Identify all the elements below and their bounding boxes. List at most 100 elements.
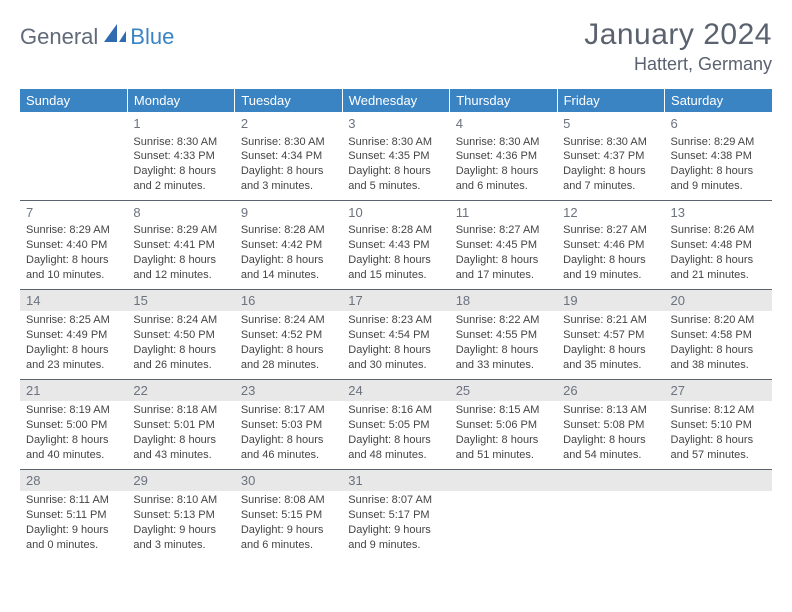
day-info: Sunrise: 8:26 AMSunset: 4:48 PMDaylight:… bbox=[671, 223, 766, 282]
day-info: Sunrise: 8:10 AMSunset: 5:13 PMDaylight:… bbox=[133, 493, 228, 552]
day-info: Sunrise: 8:21 AMSunset: 4:57 PMDaylight:… bbox=[563, 313, 658, 372]
daylight-text: Daylight: 8 hours and 15 minutes. bbox=[348, 253, 443, 283]
daylight-text: Daylight: 8 hours and 38 minutes. bbox=[671, 343, 766, 373]
daylight-text: Daylight: 8 hours and 30 minutes. bbox=[348, 343, 443, 373]
calendar-day-cell: 4 Sunrise: 8:30 AMSunset: 4:36 PMDaylight… bbox=[450, 112, 557, 200]
daylight-text: Daylight: 8 hours and 54 minutes. bbox=[563, 433, 658, 463]
calendar-day-cell: 14Sunrise: 8:25 AMSunset: 4:49 PMDayligh… bbox=[20, 289, 127, 379]
sunrise-text: Sunrise: 8:30 AM bbox=[563, 135, 658, 150]
day-number: 11 bbox=[456, 204, 551, 222]
sunrise-text: Sunrise: 8:08 AM bbox=[241, 493, 336, 508]
day-info: Sunrise: 8:30 AMSunset: 4:37 PMDaylight:… bbox=[563, 135, 658, 194]
day-number: 5 bbox=[563, 115, 658, 133]
day-info: Sunrise: 8:16 AMSunset: 5:05 PMDaylight:… bbox=[348, 403, 443, 462]
calendar-day-cell: 28Sunrise: 8:11 AMSunset: 5:11 PMDayligh… bbox=[20, 469, 127, 558]
calendar-table: SundayMondayTuesdayWednesdayThursdayFrid… bbox=[20, 89, 772, 559]
sunset-text: Sunset: 4:54 PM bbox=[348, 328, 443, 343]
day-info: Sunrise: 8:22 AMSunset: 4:55 PMDaylight:… bbox=[456, 313, 551, 372]
daylight-text: Daylight: 9 hours and 6 minutes. bbox=[241, 523, 336, 553]
daylight-text: Daylight: 8 hours and 35 minutes. bbox=[563, 343, 658, 373]
calendar-day-cell bbox=[557, 469, 664, 558]
day-header: Saturday bbox=[665, 89, 772, 112]
daylight-text: Daylight: 8 hours and 6 minutes. bbox=[456, 164, 551, 194]
calendar-day-cell: 2Sunrise: 8:30 AMSunset: 4:34 PMDaylight… bbox=[235, 112, 342, 200]
daylight-text: Daylight: 9 hours and 3 minutes. bbox=[133, 523, 228, 553]
sunset-text: Sunset: 5:11 PM bbox=[26, 508, 121, 523]
sunrise-text: Sunrise: 8:24 AM bbox=[241, 313, 336, 328]
calendar-day-cell: 5 Sunrise: 8:30 AMSunset: 4:37 PMDaylight… bbox=[557, 112, 664, 200]
calendar-day-cell: 3Sunrise: 8:30 AMSunset: 4:35 PMDaylight… bbox=[342, 112, 449, 200]
sunset-text: Sunset: 4:40 PM bbox=[26, 238, 121, 253]
calendar-day-cell: 13Sunrise: 8:26 AMSunset: 4:48 PMDayligh… bbox=[665, 200, 772, 289]
sunset-text: Sunset: 4:33 PM bbox=[133, 149, 228, 164]
day-number: 28 bbox=[20, 470, 127, 492]
day-number: 3 bbox=[348, 115, 443, 133]
sunset-text: Sunset: 5:13 PM bbox=[133, 508, 228, 523]
daylight-text: Daylight: 8 hours and 19 minutes. bbox=[563, 253, 658, 283]
daylight-text: Daylight: 8 hours and 40 minutes. bbox=[26, 433, 121, 463]
logo: General Blue bbox=[20, 18, 174, 50]
day-number: 21 bbox=[20, 380, 127, 402]
calendar-week-row: 7Sunrise: 8:29 AMSunset: 4:40 PMDaylight… bbox=[20, 200, 772, 289]
day-number-empty bbox=[557, 470, 664, 492]
day-info: Sunrise: 8:13 AMSunset: 5:08 PMDaylight:… bbox=[563, 403, 658, 462]
sunset-text: Sunset: 5:00 PM bbox=[26, 418, 121, 433]
sunset-text: Sunset: 5:15 PM bbox=[241, 508, 336, 523]
calendar-week-row: 14Sunrise: 8:25 AMSunset: 4:49 PMDayligh… bbox=[20, 289, 772, 379]
calendar-day-cell: 24Sunrise: 8:16 AMSunset: 5:05 PMDayligh… bbox=[342, 379, 449, 469]
day-number: 14 bbox=[20, 290, 127, 312]
day-info: Sunrise: 8:30 AMSunset: 4:33 PMDaylight:… bbox=[133, 135, 228, 194]
sunrise-text: Sunrise: 8:27 AM bbox=[456, 223, 551, 238]
sunrise-text: Sunrise: 8:22 AM bbox=[456, 313, 551, 328]
sunrise-text: Sunrise: 8:12 AM bbox=[671, 403, 766, 418]
day-number: 17 bbox=[342, 290, 449, 312]
sunset-text: Sunset: 4:36 PM bbox=[456, 149, 551, 164]
calendar-day-cell bbox=[450, 469, 557, 558]
day-number: 13 bbox=[671, 204, 766, 222]
logo-sail-icon bbox=[102, 22, 128, 49]
daylight-text: Daylight: 9 hours and 0 minutes. bbox=[26, 523, 121, 553]
sunset-text: Sunset: 4:45 PM bbox=[456, 238, 551, 253]
sunset-text: Sunset: 5:17 PM bbox=[348, 508, 443, 523]
sunrise-text: Sunrise: 8:23 AM bbox=[348, 313, 443, 328]
calendar-day-cell: 16Sunrise: 8:24 AMSunset: 4:52 PMDayligh… bbox=[235, 289, 342, 379]
day-info: Sunrise: 8:30 AMSunset: 4:36 PMDaylight:… bbox=[456, 135, 551, 194]
day-number: 8 bbox=[133, 204, 228, 222]
day-info: Sunrise: 8:24 AMSunset: 4:52 PMDaylight:… bbox=[241, 313, 336, 372]
daylight-text: Daylight: 8 hours and 12 minutes. bbox=[133, 253, 228, 283]
calendar-day-cell: 6Sunrise: 8:29 AMSunset: 4:38 PMDaylight… bbox=[665, 112, 772, 200]
day-number: 6 bbox=[671, 115, 766, 133]
sunset-text: Sunset: 4:58 PM bbox=[671, 328, 766, 343]
day-info: Sunrise: 8:17 AMSunset: 5:03 PMDaylight:… bbox=[241, 403, 336, 462]
sunrise-text: Sunrise: 8:26 AM bbox=[671, 223, 766, 238]
daylight-text: Daylight: 8 hours and 26 minutes. bbox=[133, 343, 228, 373]
location-label: Hattert, Germany bbox=[584, 54, 772, 75]
day-number: 4 bbox=[456, 115, 551, 133]
calendar-day-cell: 31Sunrise: 8:07 AMSunset: 5:17 PMDayligh… bbox=[342, 469, 449, 558]
calendar-day-cell: 20Sunrise: 8:20 AMSunset: 4:58 PMDayligh… bbox=[665, 289, 772, 379]
calendar-week-row: 1Sunrise: 8:30 AMSunset: 4:33 PMDaylight… bbox=[20, 112, 772, 200]
sunset-text: Sunset: 5:06 PM bbox=[456, 418, 551, 433]
calendar-day-cell: 17Sunrise: 8:23 AMSunset: 4:54 PMDayligh… bbox=[342, 289, 449, 379]
day-info: Sunrise: 8:28 AMSunset: 4:42 PMDaylight:… bbox=[241, 223, 336, 282]
sunset-text: Sunset: 4:52 PM bbox=[241, 328, 336, 343]
calendar-day-cell: 29Sunrise: 8:10 AMSunset: 5:13 PMDayligh… bbox=[127, 469, 234, 558]
day-number: 27 bbox=[665, 380, 772, 402]
day-info: Sunrise: 8:28 AMSunset: 4:43 PMDaylight:… bbox=[348, 223, 443, 282]
sunrise-text: Sunrise: 8:16 AM bbox=[348, 403, 443, 418]
day-info: Sunrise: 8:20 AMSunset: 4:58 PMDaylight:… bbox=[671, 313, 766, 372]
sunrise-text: Sunrise: 8:29 AM bbox=[26, 223, 121, 238]
day-number: 19 bbox=[557, 290, 664, 312]
daylight-text: Daylight: 8 hours and 9 minutes. bbox=[671, 164, 766, 194]
day-info: Sunrise: 8:27 AMSunset: 4:46 PMDaylight:… bbox=[563, 223, 658, 282]
calendar-day-cell: 26Sunrise: 8:13 AMSunset: 5:08 PMDayligh… bbox=[557, 379, 664, 469]
sunset-text: Sunset: 4:34 PM bbox=[241, 149, 336, 164]
day-number: 18 bbox=[450, 290, 557, 312]
sunrise-text: Sunrise: 8:28 AM bbox=[241, 223, 336, 238]
sunrise-text: Sunrise: 8:30 AM bbox=[456, 135, 551, 150]
day-header: Monday bbox=[127, 89, 234, 112]
sunset-text: Sunset: 4:50 PM bbox=[133, 328, 228, 343]
sunrise-text: Sunrise: 8:20 AM bbox=[671, 313, 766, 328]
sunrise-text: Sunrise: 8:27 AM bbox=[563, 223, 658, 238]
day-header: Friday bbox=[557, 89, 664, 112]
